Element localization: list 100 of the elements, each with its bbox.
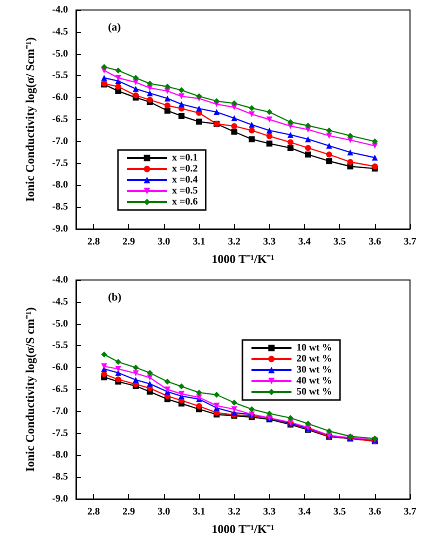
point (101, 74, 108, 81)
y-axis-title: Ionic Conductivity log(σ/S cm⁻¹) (23, 307, 37, 472)
point (305, 122, 312, 129)
y-tick-label: -7.0 (52, 406, 68, 417)
point (178, 390, 184, 397)
y-tick-label: -7.0 (52, 136, 68, 147)
y-tick-label: -7.5 (52, 158, 68, 169)
point (372, 163, 378, 170)
point (146, 80, 153, 87)
point (248, 406, 255, 412)
y-tick-label: -5.5 (52, 340, 68, 352)
point (115, 376, 122, 382)
point (178, 87, 184, 94)
x-tick-label: 3.1 (192, 506, 206, 518)
point (146, 380, 153, 387)
point (132, 370, 139, 376)
point (248, 105, 255, 112)
point (326, 127, 332, 134)
point (326, 428, 332, 434)
point (164, 102, 170, 108)
point (214, 109, 220, 116)
point (178, 93, 184, 100)
point (196, 403, 202, 410)
legend-label: x =0.6 (172, 196, 198, 208)
point (266, 109, 272, 116)
point (231, 406, 238, 412)
x-tick-label: 2.8 (87, 506, 100, 518)
point (347, 132, 354, 139)
point (372, 154, 378, 161)
point (231, 400, 238, 406)
y-tick-label: -4.5 (52, 296, 68, 308)
legend-label: 40 wt % (296, 376, 332, 386)
point (164, 378, 170, 385)
point (266, 140, 272, 147)
point (248, 111, 255, 118)
point (101, 371, 108, 378)
legend-label: 10 wt % (296, 342, 332, 354)
x-tick-label: 3.3 (263, 236, 276, 248)
point (178, 112, 184, 119)
point (231, 128, 238, 135)
point (326, 142, 332, 149)
point (214, 392, 220, 398)
y-axis-title: Ionic Conductivity log(σ/ Scm⁻¹) (23, 37, 37, 202)
y-tick-label: -6.0 (52, 362, 68, 374)
y-tick-label: -9.0 (52, 494, 68, 504)
annotation: (b) (108, 292, 122, 304)
legend-label: 30 wt % (296, 364, 332, 376)
y-tick-label: -7.5 (52, 428, 68, 439)
point (196, 106, 202, 112)
y-tick-label: -6.5 (52, 384, 68, 395)
y-tick-label: -5.5 (52, 70, 68, 82)
point (266, 133, 272, 140)
x-tick-label: 3.4 (298, 236, 311, 248)
point (164, 95, 170, 102)
point (326, 152, 332, 158)
legend-label: x =0.1 (172, 152, 198, 164)
x-tick-label: 3.3 (263, 506, 276, 518)
point (115, 366, 122, 372)
y-tick-label: -4.5 (52, 26, 68, 38)
point (248, 127, 255, 134)
legend-label: 20 wt % (296, 354, 332, 364)
point (132, 92, 139, 98)
point (372, 138, 378, 144)
point (115, 358, 122, 365)
point (214, 98, 220, 104)
point (115, 84, 122, 90)
point (287, 119, 294, 126)
point (231, 123, 238, 130)
x-tick-label: 3.0 (158, 506, 170, 518)
x-tick-label: 3.5 (333, 236, 346, 248)
point (101, 363, 108, 370)
point (164, 84, 170, 90)
point (115, 67, 122, 74)
legend-label: x =0.5 (172, 186, 198, 196)
x-tick-label: 3.5 (333, 506, 346, 518)
point (248, 136, 255, 142)
x-tick-label: 3.6 (368, 506, 382, 518)
y-tick-label: -5.0 (52, 48, 68, 60)
x-tick-label: 2.8 (87, 236, 100, 248)
point (266, 116, 272, 122)
x-tick-label: 2.9 (122, 506, 135, 518)
point (326, 158, 332, 164)
y-tick-label: -8.5 (52, 202, 68, 213)
x-tick-label: 3.7 (404, 506, 416, 518)
point (305, 136, 312, 142)
x-tick-label: 3.2 (228, 236, 240, 248)
point (248, 122, 255, 128)
x-axis-title: 1000 T⁻¹/K⁻¹ (212, 522, 275, 536)
annotation: (a) (108, 22, 122, 34)
y-tick-label: -4.0 (52, 274, 68, 286)
point (305, 144, 312, 151)
point (287, 139, 294, 146)
point (164, 108, 170, 114)
point (132, 74, 139, 81)
point (146, 90, 153, 96)
point (146, 370, 153, 376)
point (132, 364, 139, 371)
point (178, 383, 184, 390)
y-tick-label: -6.0 (52, 92, 68, 104)
legend-label: x =0.2 (172, 164, 198, 174)
